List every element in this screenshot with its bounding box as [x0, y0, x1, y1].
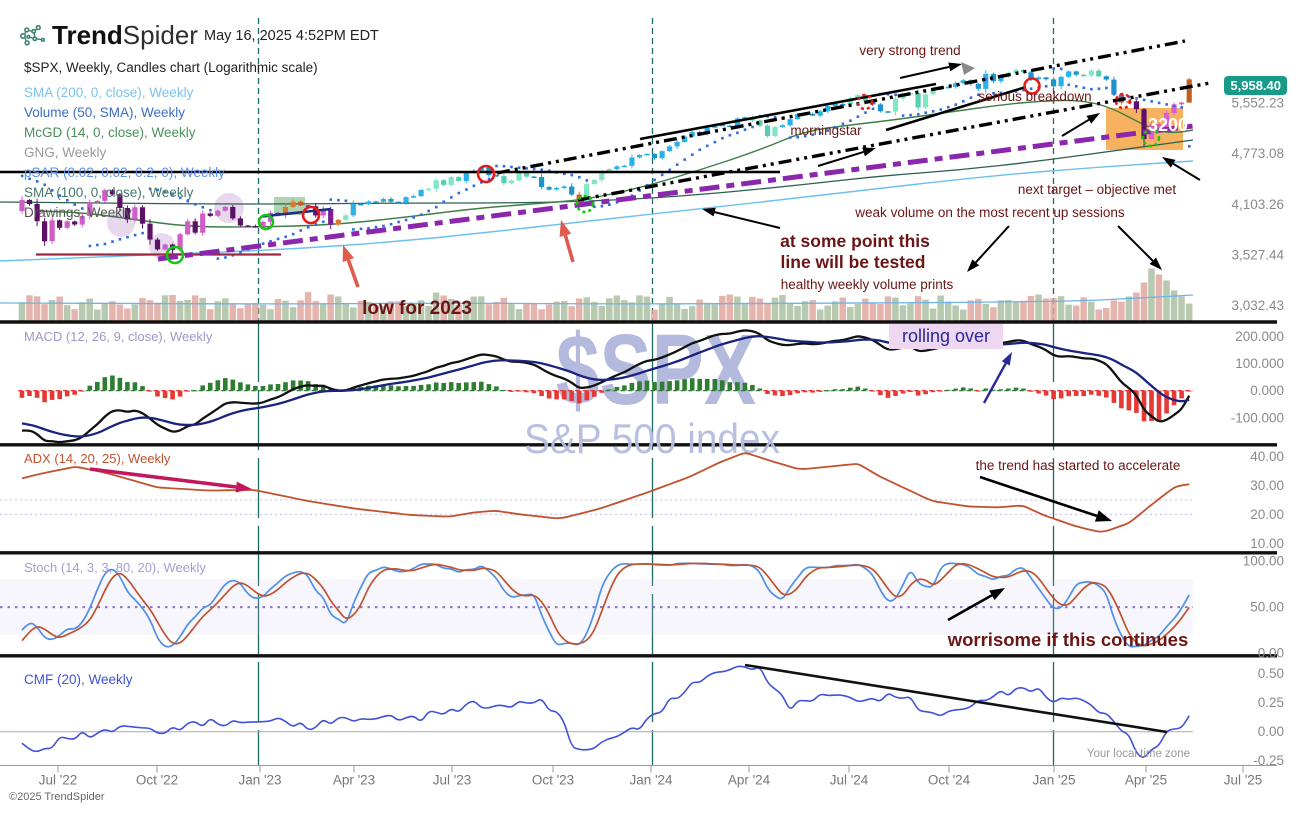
svg-text:0.00: 0.00	[1258, 646, 1284, 661]
svg-text:the trend has started to accel: the trend has started to accelerate	[976, 458, 1181, 473]
svg-text:Your local time zone: Your local time zone	[1087, 748, 1190, 760]
svg-text:5,552.23: 5,552.23	[1231, 96, 1284, 111]
svg-text:low for 2023: low for 2023	[362, 298, 472, 319]
svg-text:3200: 3200	[1148, 115, 1188, 135]
svg-text:Volume (50, SMA), Weekly: Volume (50, SMA), Weekly	[24, 105, 185, 120]
svg-text:$SPX, Weekly, Candles chart (L: $SPX, Weekly, Candles chart (Logarithmic…	[24, 60, 318, 75]
svg-text:100.000: 100.000	[1235, 356, 1284, 371]
svg-text:0.00: 0.00	[1258, 724, 1284, 739]
svg-text:©2025 TrendSpider: ©2025 TrendSpider	[9, 791, 105, 803]
svg-text:weak volume on the most recent: weak volume on the most recent up sessio…	[854, 205, 1125, 220]
svg-text:S&P 500 index: S&P 500 index	[524, 415, 780, 462]
svg-text:Oct '24: Oct '24	[928, 773, 971, 788]
svg-text:Jul '23: Jul '23	[433, 773, 472, 788]
svg-text:5,958.40: 5,958.40	[1230, 78, 1281, 93]
svg-text:Stoch (14, 3, 3, 80, 20), Week: Stoch (14, 3, 3, 80, 20), Weekly	[24, 560, 206, 575]
svg-text:worrisome if this continues: worrisome if this continues	[947, 629, 1189, 650]
svg-text:Jan '23: Jan '23	[238, 773, 281, 788]
svg-text:MACD (12, 26, 9, close), Weekl: MACD (12, 26, 9, close), Weekly	[24, 329, 213, 344]
svg-text:TrendSpider: TrendSpider	[52, 20, 198, 50]
svg-text:Jul '22: Jul '22	[39, 773, 78, 788]
svg-text:-100.000: -100.000	[1231, 410, 1284, 425]
svg-text:rolling over: rolling over	[902, 326, 990, 346]
svg-text:SMA (100, 0, close), Weekly: SMA (100, 0, close), Weekly	[24, 185, 194, 200]
svg-text:very strong trend: very strong trend	[859, 43, 960, 58]
svg-text:ADX (14, 20, 25), Weekly: ADX (14, 20, 25), Weekly	[24, 451, 171, 466]
svg-text:SMA (200, 0, close), Weekly: SMA (200, 0, close), Weekly	[24, 85, 194, 100]
svg-text:100.00: 100.00	[1243, 553, 1284, 568]
svg-text:Oct '23: Oct '23	[532, 773, 574, 788]
svg-text:4,103.26: 4,103.26	[1231, 197, 1284, 212]
svg-text:40.00: 40.00	[1250, 449, 1284, 464]
svg-text:Apr '25: Apr '25	[1125, 773, 1167, 788]
svg-text:20.00: 20.00	[1250, 507, 1284, 522]
svg-text:next target – objective met: next target – objective met	[1018, 182, 1177, 197]
svg-text:3,032.43: 3,032.43	[1231, 298, 1284, 313]
svg-text:GNG, Weekly: GNG, Weekly	[24, 145, 107, 160]
svg-text:50.00: 50.00	[1250, 600, 1284, 615]
svg-text:200.000: 200.000	[1235, 329, 1284, 344]
svg-text:Oct '22: Oct '22	[136, 773, 178, 788]
svg-text:healthy weekly volume prints: healthy weekly volume prints	[781, 277, 954, 292]
svg-text:at some point this: at some point this	[780, 231, 930, 251]
svg-text:0.50: 0.50	[1258, 666, 1284, 681]
svg-text:$SPX: $SPX	[556, 314, 756, 426]
svg-text:May 16, 2025 4:52PM EDT: May 16, 2025 4:52PM EDT	[204, 28, 379, 44]
svg-text:McGD (14, 0, close), Weekly: McGD (14, 0, close), Weekly	[24, 125, 196, 140]
svg-text:Apr '23: Apr '23	[333, 773, 375, 788]
svg-text:Apr '24: Apr '24	[728, 773, 771, 788]
svg-text:Drawings, Weekly: Drawings, Weekly	[24, 205, 132, 220]
svg-text:Jan '24: Jan '24	[629, 773, 673, 788]
svg-text:pSAR (0.02, 0.02, 0.2, 0), Wee: pSAR (0.02, 0.02, 0.2, 0), Weekly	[24, 165, 225, 180]
svg-text:0.25: 0.25	[1258, 695, 1284, 710]
svg-text:-0.25: -0.25	[1253, 753, 1284, 768]
svg-text:Jul '24: Jul '24	[830, 773, 869, 788]
svg-text:Jan '25: Jan '25	[1032, 773, 1075, 788]
svg-text:Jul '25: Jul '25	[1224, 773, 1263, 788]
svg-text:serious breakdown: serious breakdown	[978, 89, 1091, 104]
svg-text:10.00: 10.00	[1250, 536, 1284, 551]
svg-text:3,527.44: 3,527.44	[1231, 247, 1284, 262]
svg-text:4,773.08: 4,773.08	[1231, 146, 1284, 161]
svg-text:30.00: 30.00	[1250, 478, 1284, 493]
svg-text:CMF (20), Weekly: CMF (20), Weekly	[24, 672, 133, 687]
svg-text:line will be tested: line will be tested	[781, 252, 926, 272]
svg-text:morningstar: morningstar	[790, 123, 862, 138]
svg-text:0.000: 0.000	[1250, 383, 1284, 398]
